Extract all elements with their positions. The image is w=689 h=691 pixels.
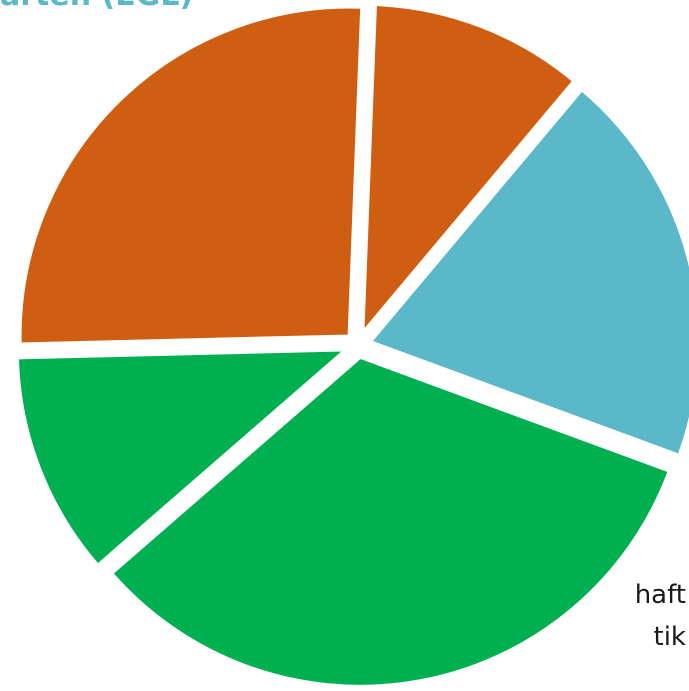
pie-slice-5 bbox=[360, 1, 578, 340]
chart-title-fragment: arten (EGL) bbox=[0, 0, 193, 13]
legend-label-fragment-1: haft bbox=[634, 580, 686, 610]
pie-slices bbox=[14, 1, 689, 689]
pie-slice-2 bbox=[108, 354, 673, 689]
pie-slice-3 bbox=[14, 347, 353, 569]
legend-label-fragment-2: tik bbox=[653, 622, 686, 652]
pie-slice-1 bbox=[366, 86, 689, 459]
pie-slice-4 bbox=[17, 4, 365, 347]
